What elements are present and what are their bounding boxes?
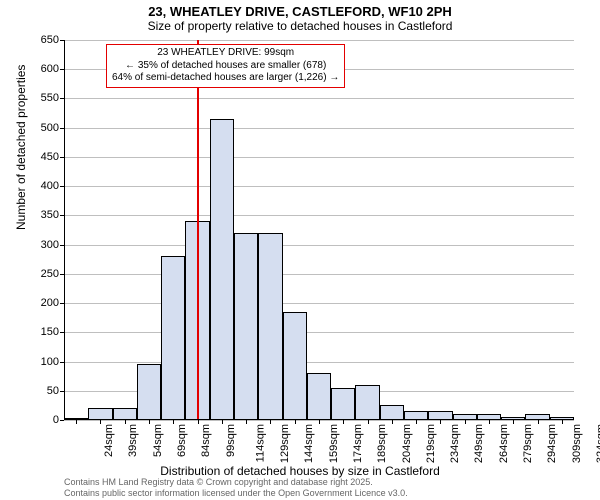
x-tick-label: 309sqm	[571, 424, 583, 463]
histogram-bar	[331, 388, 355, 420]
x-tick-mark	[392, 420, 393, 424]
x-tick-mark	[343, 420, 344, 424]
gridline-h	[64, 332, 574, 333]
histogram-bar	[380, 405, 404, 420]
x-tick-label: 39sqm	[127, 424, 139, 457]
x-tick-label: 114sqm	[254, 424, 266, 462]
histogram-bar	[210, 119, 234, 420]
chart-title-main: 23, WHEATLEY DRIVE, CASTLEFORD, WF10 2PH	[0, 4, 600, 19]
x-tick-label: 24sqm	[103, 424, 115, 457]
chart-container: 23, WHEATLEY DRIVE, CASTLEFORD, WF10 2PH…	[0, 0, 600, 500]
x-tick-mark	[173, 420, 174, 424]
x-tick-mark	[562, 420, 563, 424]
y-tick-label: 450	[41, 151, 64, 163]
annotation-line-2: ← 35% of detached houses are smaller (67…	[112, 60, 339, 73]
x-tick-label: 264sqm	[498, 424, 510, 463]
x-tick-mark	[368, 420, 369, 424]
histogram-bar	[137, 364, 161, 420]
x-tick-mark	[465, 420, 466, 424]
y-tick-label: 150	[41, 326, 64, 338]
x-tick-label: 129sqm	[279, 424, 291, 463]
attribution-footer: Contains HM Land Registry data © Crown c…	[64, 477, 408, 498]
gridline-h	[64, 215, 574, 216]
histogram-bar	[283, 312, 307, 420]
y-tick-label: 550	[41, 92, 64, 104]
gridline-h	[64, 40, 574, 41]
annotation-line-1: 23 WHEATLEY DRIVE: 99sqm	[112, 47, 339, 60]
x-tick-label: 294sqm	[546, 424, 558, 463]
y-axis-line	[64, 40, 65, 420]
x-tick-label: 219sqm	[425, 424, 437, 463]
x-tick-label: 324sqm	[595, 424, 600, 463]
x-tick-label: 174sqm	[352, 424, 364, 463]
y-tick-label: 400	[41, 180, 64, 192]
y-tick-label: 600	[41, 63, 64, 75]
x-tick-mark	[125, 420, 126, 424]
x-tick-mark	[222, 420, 223, 424]
footer-line-1: Contains HM Land Registry data © Crown c…	[64, 477, 408, 487]
annotation-box: 23 WHEATLEY DRIVE: 99sqm← 35% of detache…	[106, 44, 345, 88]
x-tick-mark	[246, 420, 247, 424]
gridline-h	[64, 128, 574, 129]
x-tick-mark	[416, 420, 417, 424]
histogram-bar	[355, 385, 379, 420]
histogram-bar	[258, 233, 282, 420]
x-tick-label: 99sqm	[225, 424, 237, 457]
y-tick-label: 350	[41, 209, 64, 221]
histogram-bar	[161, 256, 185, 420]
x-tick-mark	[198, 420, 199, 424]
y-tick-label: 500	[41, 122, 64, 134]
y-tick-label: 50	[47, 385, 64, 397]
y-tick-label: 100	[41, 356, 64, 368]
plot-area: 23 WHEATLEY DRIVE: 99sqm← 35% of detache…	[64, 40, 574, 420]
x-tick-label: 144sqm	[304, 424, 316, 463]
y-tick-label: 300	[41, 239, 64, 251]
x-tick-label: 249sqm	[474, 424, 486, 463]
x-tick-mark	[149, 420, 150, 424]
gridline-h	[64, 245, 574, 246]
x-tick-mark	[440, 420, 441, 424]
x-tick-mark	[76, 420, 77, 424]
histogram-bar	[234, 233, 258, 420]
x-tick-label: 159sqm	[328, 424, 340, 463]
x-tick-mark	[489, 420, 490, 424]
x-axis-label: Distribution of detached houses by size …	[0, 464, 600, 478]
x-tick-mark	[295, 420, 296, 424]
x-tick-mark	[100, 420, 101, 424]
x-tick-label: 189sqm	[376, 424, 388, 463]
gridline-h	[64, 274, 574, 275]
x-tick-label: 69sqm	[176, 424, 188, 457]
histogram-bar	[307, 373, 331, 420]
gridline-h	[64, 157, 574, 158]
x-tick-label: 234sqm	[449, 424, 461, 463]
gridline-h	[64, 98, 574, 99]
y-tick-label: 650	[41, 34, 64, 46]
y-tick-label: 200	[41, 297, 64, 309]
gridline-h	[64, 303, 574, 304]
title-block: 23, WHEATLEY DRIVE, CASTLEFORD, WF10 2PH…	[0, 0, 600, 33]
x-tick-label: 279sqm	[522, 424, 534, 463]
footer-line-2: Contains public sector information licen…	[64, 488, 408, 498]
annotation-line-3: 64% of semi-detached houses are larger (…	[112, 72, 339, 85]
y-tick-label: 250	[41, 268, 64, 280]
x-tick-mark	[513, 420, 514, 424]
y-tick-label: 0	[53, 414, 64, 426]
x-tick-label: 84sqm	[200, 424, 212, 457]
x-tick-mark	[538, 420, 539, 424]
x-tick-mark	[270, 420, 271, 424]
x-tick-mark	[319, 420, 320, 424]
chart-title-sub: Size of property relative to detached ho…	[0, 19, 600, 33]
gridline-h	[64, 362, 574, 363]
x-tick-label: 204sqm	[401, 424, 413, 463]
gridline-h	[64, 186, 574, 187]
y-axis-label: Number of detached properties	[14, 65, 28, 230]
x-tick-label: 54sqm	[152, 424, 164, 457]
reference-line	[197, 40, 199, 420]
